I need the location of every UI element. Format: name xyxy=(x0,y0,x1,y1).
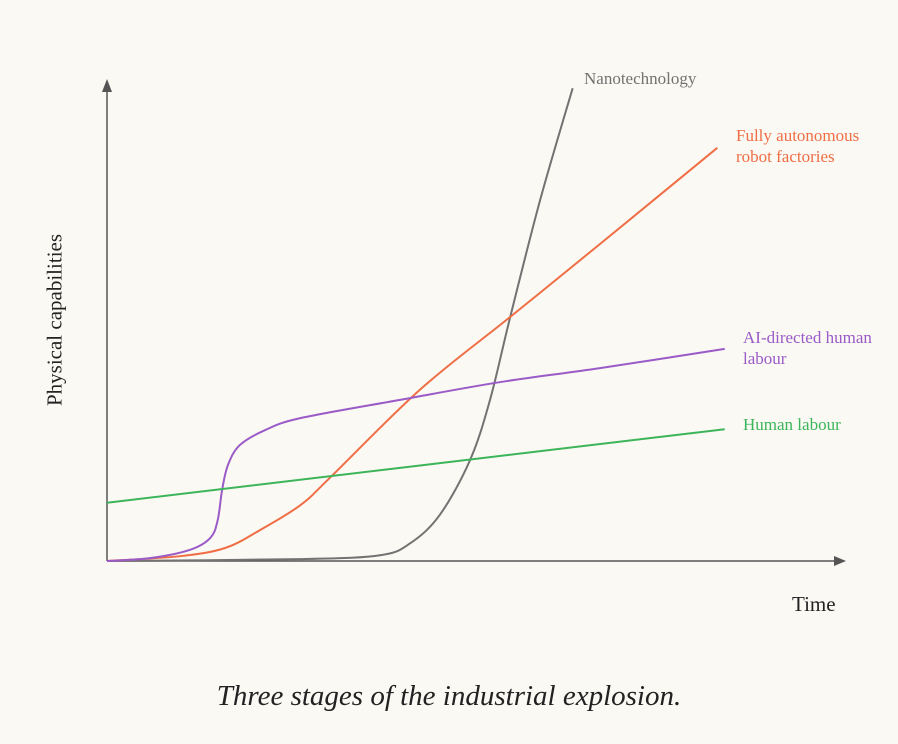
series-line xyxy=(106,428,725,504)
caption: Three stages of the industrial explosion… xyxy=(216,680,682,712)
series-label: Human labour xyxy=(743,415,841,434)
series-label: AI-directed human labour xyxy=(743,328,872,368)
series-line xyxy=(106,347,725,562)
series-line xyxy=(106,87,574,562)
x-axis-arrow xyxy=(834,556,846,566)
x-axis-label: Time xyxy=(792,592,836,616)
y-axis-arrow xyxy=(102,79,112,92)
series-line xyxy=(106,147,718,562)
series-label: Fully autonomous robot factories xyxy=(736,126,860,166)
y-axis-label: Physical capabilities xyxy=(42,233,67,407)
series-label: Nanotechnology xyxy=(584,69,697,88)
